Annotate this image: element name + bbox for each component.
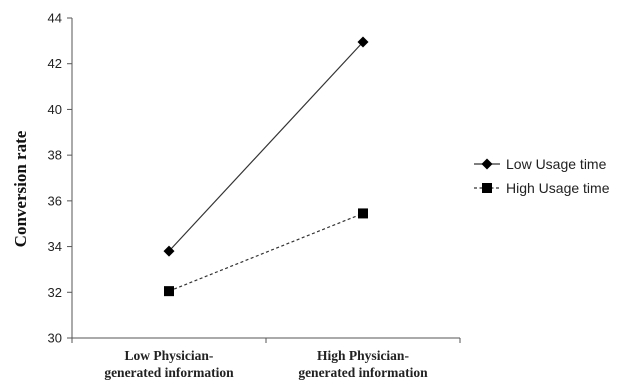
x-category-label: High Physician-generated information: [298, 348, 428, 380]
y-tick-label: 38: [48, 148, 62, 163]
series-line: [168, 41, 364, 252]
data-point: [164, 286, 174, 297]
x-category-label-line: Low Physician-: [125, 348, 214, 363]
series-layer: [163, 36, 369, 297]
legend-marker: [481, 158, 493, 170]
legend-label: Low Usage time: [506, 156, 607, 172]
axes: 30 32 34 36 38 40 42 44 Low Physician-generated …: [48, 11, 461, 380]
data-point: [358, 208, 368, 219]
series-high-usage-time: [164, 208, 368, 297]
series-line: [168, 212, 364, 292]
x-category-label-line: generated information: [104, 365, 234, 380]
y-tick-label: 36: [48, 193, 62, 208]
y-tick-label: 42: [48, 56, 62, 71]
series-low-usage-time: [163, 36, 369, 257]
y-tick-label: 44: [48, 11, 62, 26]
legend-item: Low Usage time: [474, 156, 607, 172]
legend-marker: [482, 183, 492, 193]
data-point: [357, 36, 369, 48]
y-tick-label: 34: [48, 239, 62, 254]
y-tick-label: 32: [48, 285, 62, 300]
legend: Low Usage time High Usage time: [474, 156, 610, 196]
x-category-label: Low Physician-generated information: [104, 348, 234, 380]
x-category-label-line: generated information: [298, 365, 428, 380]
y-axis-label: Conversion rate: [11, 130, 30, 247]
x-category-label-line: High Physician-: [317, 348, 409, 363]
legend-item: High Usage time: [474, 180, 610, 196]
y-tick-label: 30: [48, 331, 62, 346]
legend-label: High Usage time: [506, 180, 610, 196]
data-point: [163, 245, 175, 257]
y-tick-label: 40: [48, 102, 62, 117]
